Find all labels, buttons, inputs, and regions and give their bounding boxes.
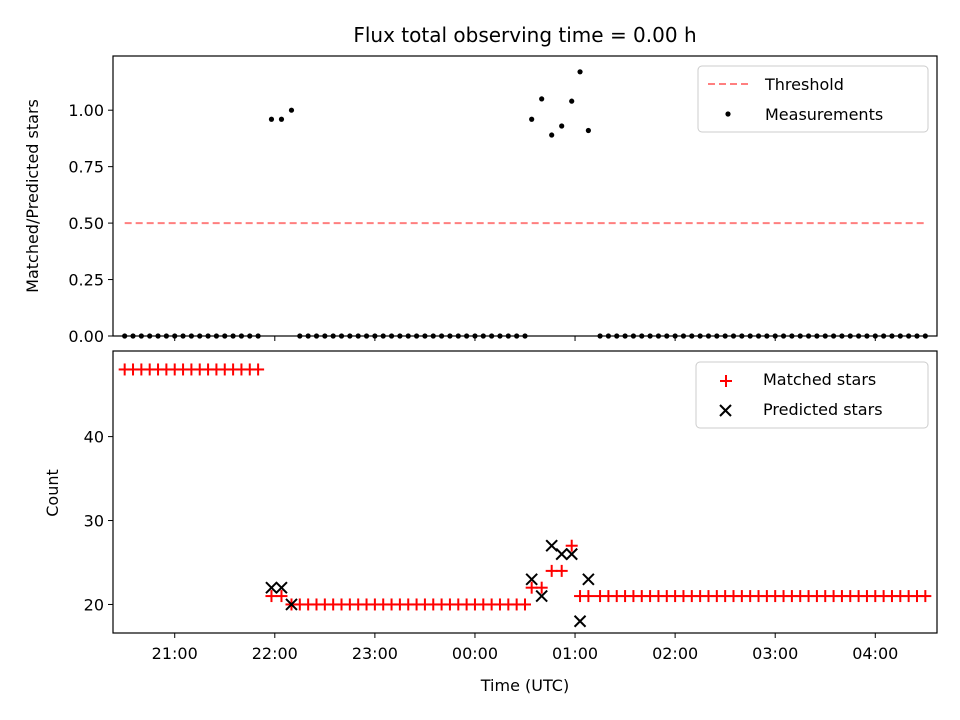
predicted-star-point-3 [525, 573, 538, 586]
predicted-star-point-6 [555, 547, 568, 561]
matched-star-point-49 [535, 581, 548, 594]
measurement-point-54 [585, 127, 591, 134]
bottom-plot-frame [112, 350, 938, 634]
bottom-legend: Matched stars Predicted stars [695, 361, 929, 429]
x-tick-label-1: 22:00 [252, 644, 298, 663]
bottom-x-ticks: 21:00 22:00 23:00 00:00 01:00 02:00 03:00 04:00 [152, 633, 898, 663]
measurement-point-50 [549, 132, 555, 138]
matched-star-point-17 [265, 590, 278, 603]
bottom-panel: Count Time (UTC) 20 30 40 21:00 22:00 23:00 0… [43, 350, 938, 695]
top-y-tick-label-3: 0.75 [68, 158, 104, 177]
top-y-ticks: 0.00 0.25 0.50 0.75 1.00 [68, 101, 113, 346]
predicted-star-point-9 [582, 573, 595, 586]
bottom-y-tick-label-2: 40 [84, 428, 104, 447]
predicted-stars-legend-swatch [719, 404, 732, 417]
x-tick-label-0: 21:00 [152, 644, 198, 663]
top-y-axis-label: Matched/Predicted stars [23, 99, 42, 293]
predicted-star-point-1 [275, 581, 288, 594]
predicted-star-point-7 [565, 547, 578, 561]
measurements-legend-label: Measurements [765, 105, 883, 124]
measurement-point-17 [268, 116, 275, 122]
matched-star-point-47 [519, 598, 531, 611]
x-tick-label-2: 23:00 [352, 644, 398, 663]
bottom-legend-box [695, 361, 929, 429]
measurement-point-49 [539, 96, 545, 102]
measurement-point-19 [288, 107, 295, 113]
top-y-tick-label-2: 0.50 [68, 214, 104, 233]
top-y-tick-label-0: 0.00 [68, 327, 104, 346]
predicted-star-point-5 [545, 539, 558, 552]
top-plot-frame [112, 55, 938, 337]
matched-star-point-50 [545, 564, 558, 577]
matched-stars-legend-label: Matched stars [763, 370, 876, 389]
measurement-point-18 [278, 116, 285, 122]
matched-star-point-94 [919, 590, 932, 603]
x-tick-label-7: 04:00 [852, 644, 898, 663]
top-chart-title: Flux total observing time = 0.00 h [353, 23, 696, 47]
predicted-star-point-8 [573, 615, 587, 628]
bottom-y-ticks: 20 30 40 [84, 428, 113, 614]
matched-star-point-48 [525, 581, 538, 594]
predicted-star-point-0 [265, 581, 278, 594]
bottom-y-tick-label-1: 30 [84, 512, 104, 531]
measurements-legend-swatch [725, 111, 731, 117]
matched-star-point-16 [252, 363, 265, 376]
predicted-star-point-4 [535, 589, 548, 603]
x-tick-label-3: 00:00 [452, 644, 498, 663]
measurement-point-48 [529, 116, 535, 122]
top-y-tick-label-1: 0.25 [68, 271, 104, 290]
measurement-point-51 [559, 123, 565, 129]
matched-star-point-52 [565, 539, 578, 552]
threshold-legend-label: Threshold [764, 75, 844, 94]
matched-star-point-51 [555, 564, 568, 577]
top-panel: Flux total observing time = 0.00 h Match… [23, 23, 938, 346]
measurement-point-53 [577, 69, 583, 75]
top-legend-box [697, 65, 929, 133]
matched-star-point-54 [582, 590, 595, 603]
x-tick-label-6: 03:00 [752, 644, 798, 663]
top-legend: Threshold Measurements [697, 65, 929, 133]
x-tick-label-5: 02:00 [652, 644, 698, 663]
measurement-point-52 [569, 98, 575, 104]
matched-star-point-18 [275, 590, 288, 603]
top-y-tick-label-4: 1.00 [68, 101, 104, 120]
predicted-star-point-2 [285, 598, 298, 611]
x-tick-label-4: 01:00 [552, 644, 598, 663]
x-axis-label: Time (UTC) [480, 676, 569, 695]
predicted-stars-legend-label: Predicted stars [763, 400, 883, 419]
bottom-y-axis-label: Count [43, 469, 62, 517]
matched-stars-legend-swatch [720, 375, 732, 387]
bottom-plot-marks [118, 363, 932, 628]
bottom-y-tick-label-0: 20 [84, 595, 104, 614]
